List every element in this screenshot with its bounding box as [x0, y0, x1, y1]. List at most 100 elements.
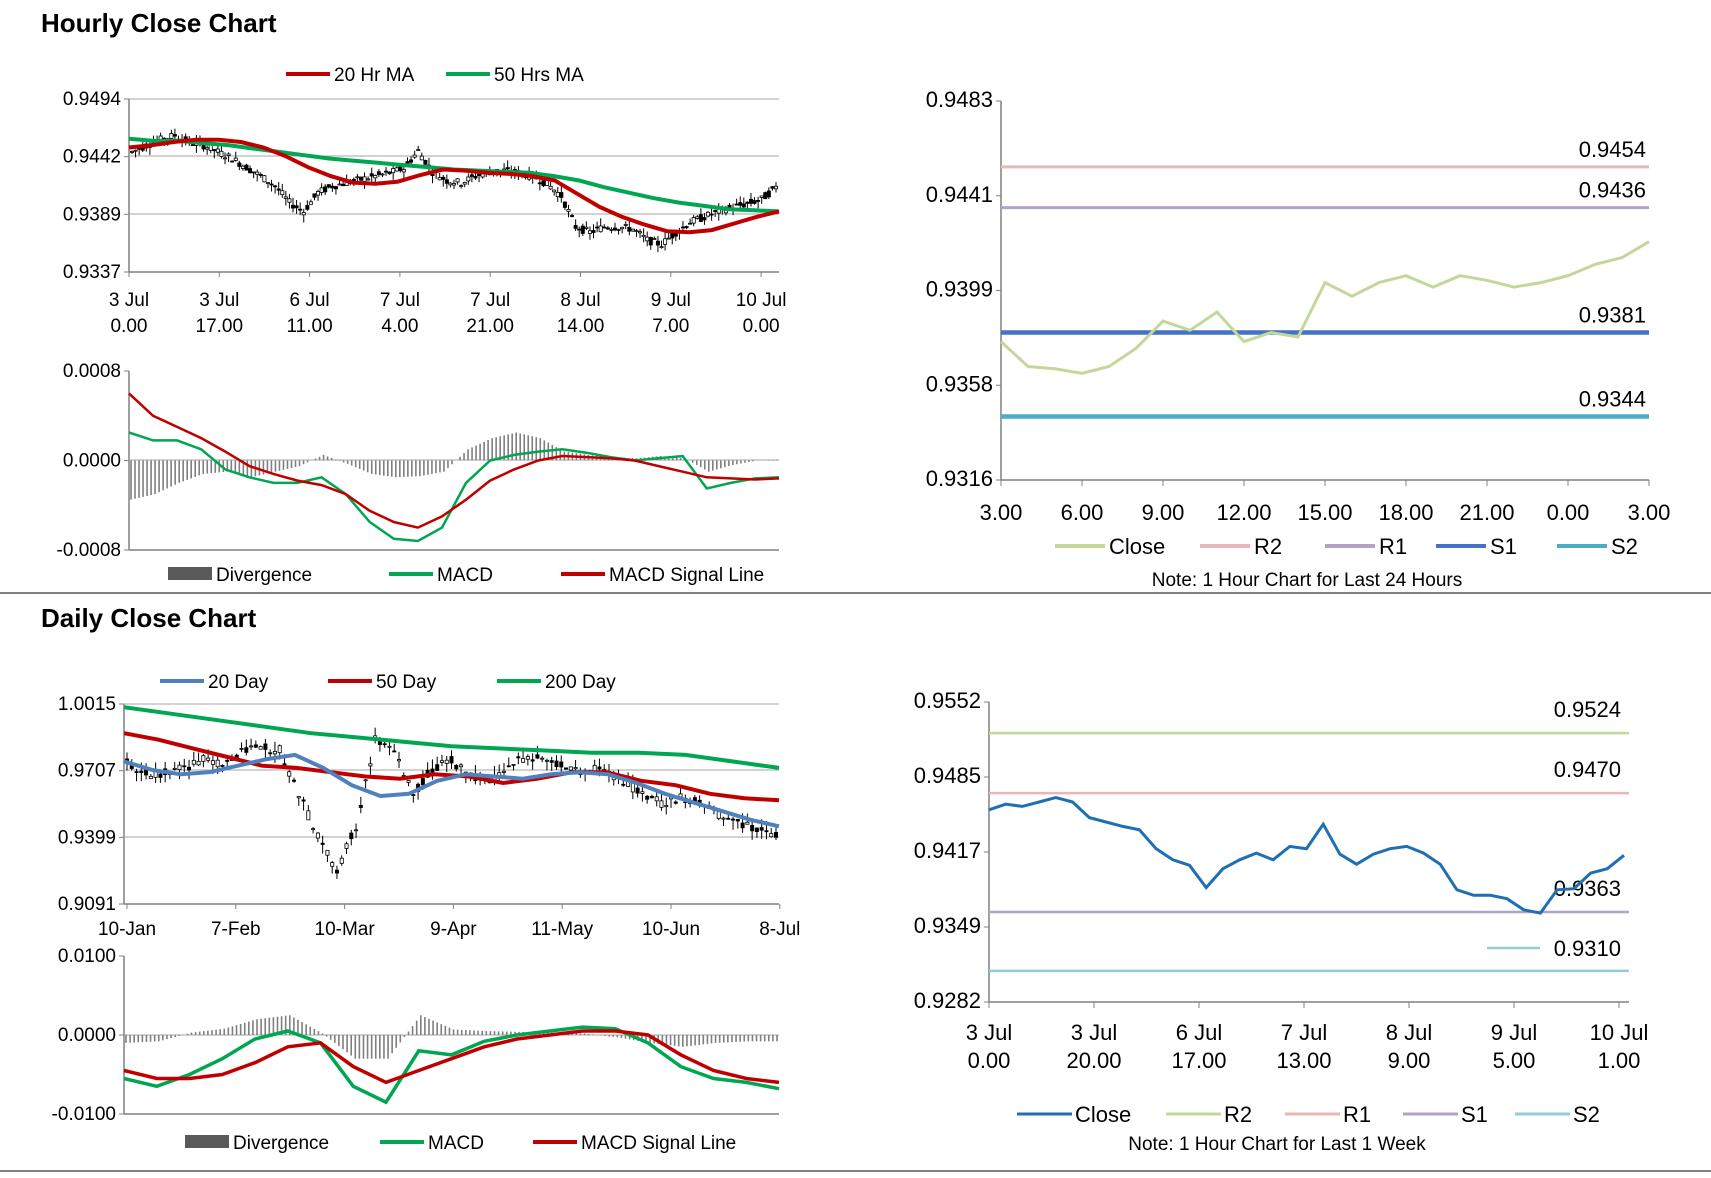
candle-body: [373, 175, 378, 179]
candle-body: [435, 764, 440, 771]
candle-body: [525, 756, 530, 760]
candle-body: [287, 771, 292, 777]
candle-body: [713, 210, 718, 212]
candle-body: [702, 217, 707, 221]
legend-label: 20 Day: [208, 672, 269, 693]
x-tick-label: 3 Jul: [1071, 1020, 1117, 1045]
candle-body: [763, 192, 768, 200]
y-tick-label: 0.9552: [914, 688, 981, 713]
candle-body: [666, 237, 671, 240]
candle-body: [215, 148, 220, 153]
candle-body: [774, 832, 779, 838]
ma-20-line: [123, 752, 780, 829]
candle-body: [355, 176, 360, 179]
candle-body: [409, 159, 414, 163]
legend-label: R1: [1343, 1102, 1371, 1127]
candle-body: [521, 758, 526, 763]
candle-body: [664, 805, 669, 808]
candle-body: [333, 186, 338, 190]
x-tick-label: 9-Apr: [430, 919, 477, 940]
candle-body: [741, 203, 746, 208]
candle-body: [139, 770, 144, 773]
candle-body: [158, 773, 163, 778]
legend-label: Divergence: [216, 565, 312, 586]
y-tick-label: 0.0008: [63, 361, 121, 382]
x-tick-label: 15.00: [1297, 500, 1352, 525]
candle-body: [459, 185, 464, 187]
candle-body: [570, 215, 575, 217]
candle-body: [339, 857, 344, 864]
candle-body: [540, 757, 545, 760]
candle-body: [212, 149, 217, 152]
candle-body: [541, 180, 546, 187]
candle-body: [233, 157, 238, 161]
candle-body: [387, 745, 392, 748]
candle-body: [477, 173, 482, 176]
candle-body: [319, 187, 324, 193]
y-tick-label: 0.0000: [58, 1025, 116, 1046]
y-tick-label: 0.9337: [63, 262, 121, 283]
x-tick-label: 0.00: [111, 316, 148, 337]
candle-body: [441, 176, 446, 180]
x-tick-label: 10 Jul: [1590, 1020, 1649, 1045]
candle-body: [655, 240, 660, 246]
candle-body: [680, 226, 685, 229]
y-tick-label: 0.9316: [926, 466, 993, 491]
candle-body: [654, 796, 659, 802]
candle-body: [320, 842, 325, 845]
daily-price-legend: 20 Day 50 Day 200 Day: [160, 672, 616, 693]
candle-body: [511, 764, 516, 766]
y-tick-label: 0.9417: [914, 838, 981, 863]
candle-body: [759, 827, 764, 831]
candle-body: [258, 746, 263, 750]
candle-body: [740, 822, 745, 829]
candle-body: [148, 775, 153, 780]
candle-body: [554, 760, 559, 768]
candle-body: [645, 236, 650, 242]
candle-body: [366, 178, 371, 181]
candle-body: [602, 226, 607, 229]
x-tick-label: 10-Mar: [315, 919, 376, 940]
legend-label: Close: [1075, 1102, 1131, 1127]
level-label-s2: 0.9310: [1554, 936, 1621, 961]
candle-body: [298, 208, 303, 211]
x-tick-label: 21.00: [1459, 500, 1514, 525]
candle-body: [549, 760, 554, 763]
x-tick-label: 8 Jul: [560, 290, 600, 311]
candle-body: [444, 759, 449, 764]
candle-body: [239, 748, 244, 750]
chart-note: Note: 1 Hour Chart for Last 24 Hours: [1152, 570, 1462, 591]
candle-body: [315, 832, 320, 839]
x-tick-label: 4.00: [381, 316, 418, 337]
candle-body: [308, 201, 313, 205]
x-tick-label: 6 Jul: [290, 290, 330, 311]
legend-label: 50 Hrs MA: [494, 65, 584, 86]
candle-body: [237, 162, 242, 167]
y-tick-label: -0.0100: [52, 1104, 116, 1125]
hourly-macd-legend: Divergence MACD MACD Signal Line: [168, 565, 764, 586]
candle-body: [287, 198, 292, 203]
candle-body: [627, 227, 632, 232]
candle-body: [663, 238, 668, 245]
hourly-pivot-chart: 0.9483 0.9441 0.9399 0.9358 0.9316 0.9454 0.94…: [926, 87, 1671, 591]
candle-body: [240, 165, 245, 169]
x-tick-label: 9 Jul: [651, 290, 691, 311]
candle-body: [649, 795, 654, 799]
x-tick-label: 20.00: [1066, 1048, 1121, 1073]
hourly-section-title: Hourly Close Chart: [41, 8, 277, 38]
candle-body: [172, 134, 177, 137]
candle-body: [244, 747, 249, 753]
candle-body: [172, 768, 177, 770]
candle-body: [559, 761, 564, 768]
level-label-r2: 0.9524: [1554, 697, 1621, 722]
candle-body: [190, 144, 195, 147]
weekly-pivot-legend: Close R2 R1 S1 S2: [1017, 1102, 1600, 1127]
ma-50-line: [128, 136, 780, 214]
candle-body: [568, 766, 573, 771]
legend-label: 200 Day: [545, 672, 616, 693]
candle-body: [698, 214, 703, 222]
candle-body: [220, 765, 225, 767]
page-bottom-rule: [0, 1170, 1711, 1172]
candle-body: [688, 222, 693, 225]
